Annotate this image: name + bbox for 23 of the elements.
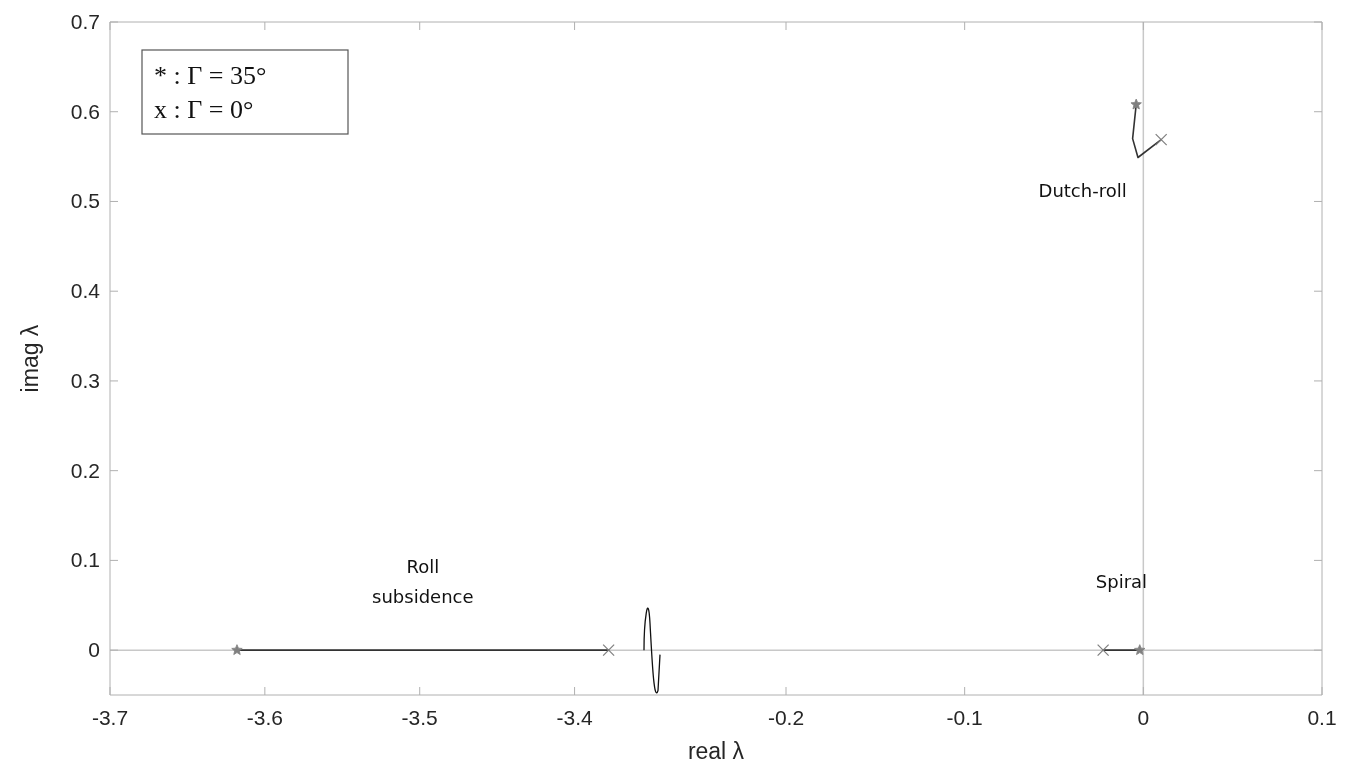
- annotation: * : Γ = 35°: [154, 61, 267, 90]
- y-tick-label: 0.3: [70, 368, 100, 392]
- x-tick-label: 0.1: [1307, 706, 1337, 729]
- x-tick-label: -0.1: [946, 706, 983, 729]
- x-tick-label: -3.5: [401, 706, 438, 729]
- y-tick-label: 0: [88, 638, 100, 662]
- y-tick-label: 0.5: [70, 189, 100, 213]
- y-tick-label: 0.2: [70, 458, 100, 482]
- annotation: x : Γ = 0°: [154, 95, 254, 124]
- x-tick-label: -0.2: [767, 706, 805, 729]
- annotation: Dutch-roll: [1038, 180, 1127, 202]
- y-tick-label: 0.4: [70, 279, 101, 303]
- y-tick-label: 0.6: [70, 99, 100, 123]
- x-tick-label: -3.7: [91, 706, 129, 729]
- annotation: Spiral: [1095, 571, 1148, 593]
- x-axis-title: real λ: [687, 738, 745, 764]
- y-tick-label: 0.7: [70, 10, 100, 33]
- x-tick-label: -3.6: [246, 706, 283, 729]
- y-tick-label: 0.1: [70, 548, 100, 572]
- x-tick-label: 0: [1137, 706, 1150, 729]
- x-tick-label: -3.4: [556, 706, 593, 729]
- y-axis-title: imag λ: [17, 324, 43, 393]
- annotation: Roll subsidence: [372, 556, 474, 608]
